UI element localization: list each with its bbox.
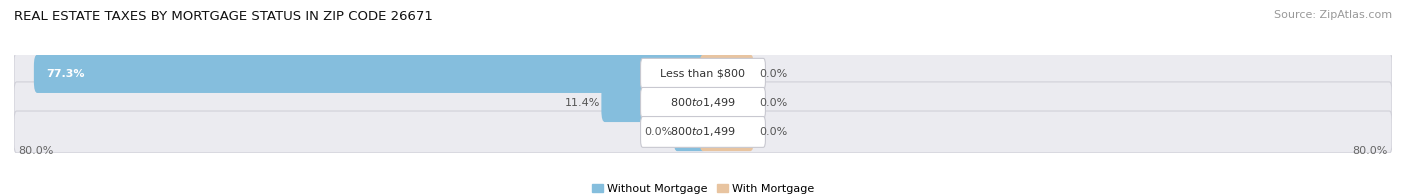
Text: 0.0%: 0.0% xyxy=(644,127,673,137)
FancyBboxPatch shape xyxy=(700,55,754,93)
Text: 0.0%: 0.0% xyxy=(759,98,787,108)
Text: $800 to $1,499: $800 to $1,499 xyxy=(671,125,735,138)
Text: 11.4%: 11.4% xyxy=(565,98,600,108)
Text: 80.0%: 80.0% xyxy=(1353,146,1388,156)
FancyBboxPatch shape xyxy=(700,84,754,122)
FancyBboxPatch shape xyxy=(14,82,1392,124)
Text: Source: ZipAtlas.com: Source: ZipAtlas.com xyxy=(1274,10,1392,20)
Legend: Without Mortgage, With Mortgage: Without Mortgage, With Mortgage xyxy=(588,179,818,196)
FancyBboxPatch shape xyxy=(34,55,706,93)
FancyBboxPatch shape xyxy=(673,113,706,151)
FancyBboxPatch shape xyxy=(602,84,706,122)
Text: 0.0%: 0.0% xyxy=(759,69,787,79)
FancyBboxPatch shape xyxy=(641,87,765,118)
Text: REAL ESTATE TAXES BY MORTGAGE STATUS IN ZIP CODE 26671: REAL ESTATE TAXES BY MORTGAGE STATUS IN … xyxy=(14,10,433,23)
FancyBboxPatch shape xyxy=(700,113,754,151)
FancyBboxPatch shape xyxy=(641,117,765,147)
Text: 77.3%: 77.3% xyxy=(46,69,84,79)
Text: 0.0%: 0.0% xyxy=(759,127,787,137)
FancyBboxPatch shape xyxy=(14,53,1392,95)
Text: 80.0%: 80.0% xyxy=(18,146,53,156)
FancyBboxPatch shape xyxy=(641,58,765,89)
Text: $800 to $1,499: $800 to $1,499 xyxy=(671,96,735,109)
FancyBboxPatch shape xyxy=(14,111,1392,153)
Text: Less than $800: Less than $800 xyxy=(661,69,745,79)
